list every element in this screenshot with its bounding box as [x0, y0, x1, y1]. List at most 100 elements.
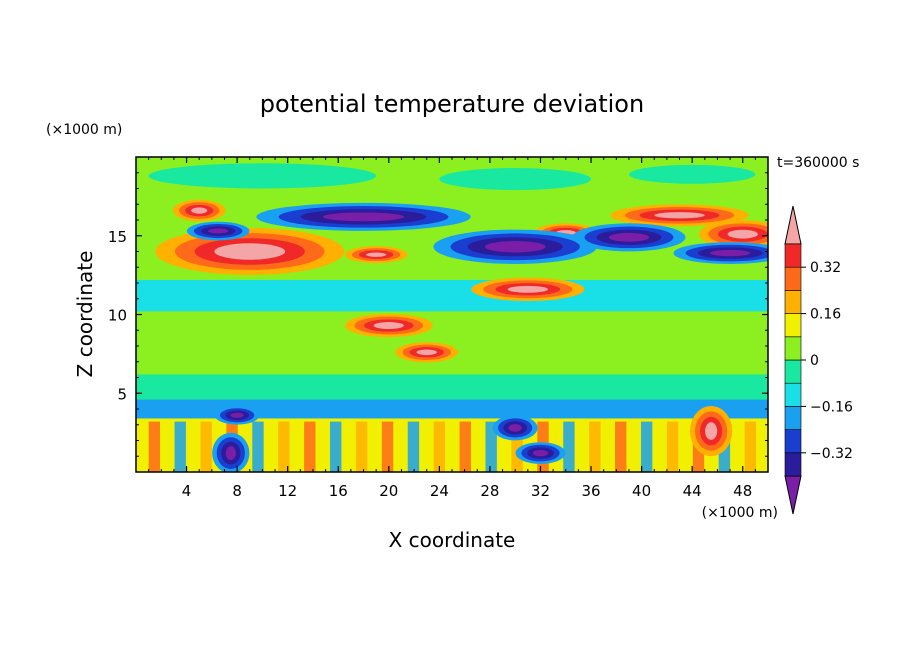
column-19 [640, 421, 653, 472]
warm-feature-2-ring-3 [654, 212, 705, 219]
y-axis-unit: (×1000 m) [46, 122, 122, 138]
x-tick-label-4: 4 [182, 482, 192, 500]
colorbar-segment-8 [784, 266, 802, 291]
band-cyan [136, 279, 768, 312]
band-lower-cold [136, 399, 768, 419]
x-tick-label-48: 48 [733, 482, 752, 500]
cold-feature-11 [433, 229, 598, 264]
time-label: t=360000 s [777, 155, 859, 171]
colorbar-segment-3 [784, 382, 802, 407]
cold-feature-16-ring-3 [508, 424, 522, 432]
cold-feature-18-ring-3 [225, 446, 236, 461]
x-tick-label-28: 28 [480, 482, 499, 500]
top-blob-0 [148, 163, 377, 189]
x-tick-label-20: 20 [379, 482, 398, 500]
colorbar-segment-9 [784, 243, 802, 268]
top-blob-2 [628, 164, 756, 184]
column-10 [407, 421, 420, 472]
y-tick-label-5: 5 [117, 385, 127, 403]
chart-title: potential temperature deviation [260, 90, 644, 118]
column-2 [200, 421, 212, 472]
x-tick-label-32: 32 [531, 482, 550, 500]
warm-feature-0 [155, 228, 345, 275]
cold-feature-12-ring-3 [608, 232, 650, 242]
column-16 [563, 421, 575, 472]
x-tick-label-8: 8 [232, 482, 242, 500]
x-tick-label-16: 16 [329, 482, 348, 500]
cold-feature-17-ring-3 [532, 449, 549, 457]
warm-feature-5 [395, 342, 458, 363]
band-mid [136, 311, 768, 375]
column-14 [511, 421, 523, 472]
cold-feature-15-ring-3 [230, 412, 244, 418]
column-18 [615, 421, 627, 472]
warm-feature-8 [344, 246, 408, 264]
warm-feature-4-ring-3 [373, 322, 404, 329]
warm-feature-9 [689, 406, 733, 457]
x-axis-title: X coordinate [389, 528, 516, 552]
y-tick-label-15: 15 [108, 228, 127, 246]
column-7 [330, 421, 342, 472]
colorbar-segment-5 [784, 336, 802, 361]
colorbar: 0.32 0.16 0 −0.16 −0.32 [784, 205, 853, 515]
colorbar-tick-label-1: 0.16 [810, 307, 841, 323]
y-tick-label-10: 10 [108, 307, 127, 325]
column-17 [589, 421, 601, 472]
cold-feature-13-ring-3 [709, 249, 751, 257]
cold-feature-14-ring-3 [208, 228, 229, 234]
colorbar-segment-1 [784, 429, 802, 454]
band-mid-low [136, 374, 768, 400]
warm-feature-3-ring-3 [727, 229, 758, 239]
column-23 [744, 421, 756, 472]
colorbar-segment-7 [784, 290, 802, 314]
column-20 [666, 421, 679, 472]
column-13 [485, 421, 497, 472]
colorbar-tick-label-2: 0 [810, 353, 819, 369]
column-4 [252, 421, 264, 472]
cold-feature-14 [186, 221, 250, 241]
cold-feature-16 [492, 415, 538, 441]
cold-feature-17 [515, 442, 566, 464]
warm-feature-8-ring-3 [366, 252, 387, 257]
cold-feature-11-ring-3 [484, 241, 546, 253]
column-5 [278, 421, 290, 472]
warm-feature-3 [698, 220, 768, 249]
top-blob-1 [439, 168, 592, 191]
cold-feature-13 [673, 242, 768, 264]
cold-feature-10 [256, 202, 471, 231]
warm-feature-1 [172, 199, 226, 222]
cold-feature-18 [212, 432, 250, 472]
column-8 [355, 421, 368, 472]
column-0 [148, 421, 161, 472]
warm-feature-4 [344, 313, 433, 338]
column-6 [304, 421, 316, 472]
colorbar-segment-2 [784, 406, 802, 430]
warm-feature-9-ring-3 [705, 422, 718, 440]
y-axis-title: Z coordinate [73, 251, 97, 378]
field-layer [136, 157, 768, 472]
colorbar-min-triangle [784, 475, 802, 515]
colorbar-tick-label-3: −0.16 [810, 399, 853, 415]
x-tick-label-36: 36 [581, 482, 600, 500]
colorbar-segment-6 [784, 313, 802, 338]
colorbar-tick-label-0: 0.32 [810, 260, 841, 276]
cold-feature-10-ring-3 [323, 212, 404, 222]
column-1 [174, 421, 186, 472]
x-tick-label-24: 24 [430, 482, 449, 500]
warm-feature-6-ring-3 [507, 285, 549, 293]
cold-feature-15 [214, 406, 260, 425]
warm-feature-6 [471, 277, 585, 301]
warm-feature-5-ring-3 [416, 349, 437, 356]
colorbar-segment-0 [784, 452, 802, 477]
warm-feature-0-ring-3 [214, 243, 286, 260]
colorbar-max-triangle [784, 205, 802, 245]
x-axis-unit: (×1000 m) [702, 505, 778, 521]
x-tick-label-44: 44 [683, 482, 702, 500]
colorbar-tick-label-4: −0.32 [810, 446, 853, 462]
warm-feature-2 [610, 204, 749, 227]
x-tick-label-12: 12 [278, 482, 297, 500]
x-tick-label-40: 40 [632, 482, 651, 500]
colorbar-segment-4 [784, 359, 802, 384]
